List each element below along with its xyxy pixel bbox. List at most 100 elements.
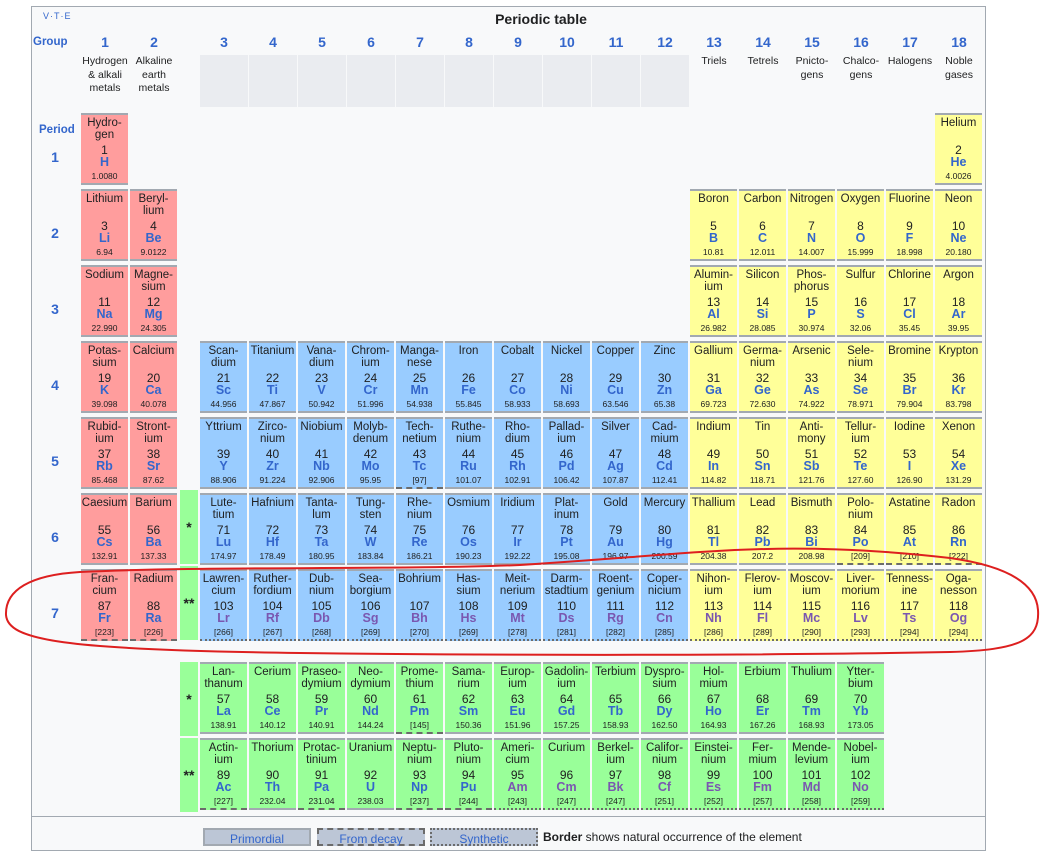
group-name[interactable] bbox=[200, 55, 248, 107]
element-symbol[interactable]: Rn bbox=[950, 535, 967, 549]
element-symbol[interactable]: Li bbox=[98, 231, 111, 245]
element-symbol[interactable]: Te bbox=[853, 459, 868, 473]
element-cell[interactable]: Astatine 85 At [210] bbox=[886, 493, 933, 565]
group-name[interactable]: Triels bbox=[701, 55, 727, 67]
element-cell[interactable]: Chrom- ium 24 Cr 51.996 bbox=[347, 341, 394, 413]
element-symbol[interactable]: Cs bbox=[96, 535, 113, 549]
element-symbol[interactable]: Au bbox=[607, 535, 624, 549]
period-number[interactable]: 6 bbox=[51, 529, 59, 545]
element-symbol[interactable]: W bbox=[364, 535, 377, 549]
element-symbol[interactable]: Bh bbox=[411, 611, 428, 625]
group-number[interactable]: 1 bbox=[101, 34, 109, 50]
element-cell[interactable]: Tin 50 Sn 118.71 bbox=[739, 417, 786, 489]
group-number[interactable]: 4 bbox=[269, 34, 277, 50]
element-symbol[interactable]: S bbox=[856, 307, 865, 321]
element-cell[interactable]: Zinc 30 Zn 65.38 bbox=[641, 341, 688, 413]
element-cell[interactable]: Neptu- nium 93 Np [237] bbox=[396, 738, 443, 810]
element-symbol[interactable]: Db bbox=[313, 611, 330, 625]
element-cell[interactable]: Fran- cium 87 Fr [223] bbox=[81, 569, 128, 641]
element-symbol[interactable]: H bbox=[99, 155, 110, 169]
element-cell[interactable]: Uranium 92 U 238.03 bbox=[347, 738, 394, 810]
element-cell[interactable]: Thallium 81 Tl 204.38 bbox=[690, 493, 737, 565]
element-cell[interactable]: Einstei- nium 99 Es [252] bbox=[690, 738, 737, 810]
element-cell[interactable]: Califor- nium 98 Cf [251] bbox=[641, 738, 688, 810]
group-number[interactable]: 7 bbox=[416, 34, 424, 50]
group-name[interactable] bbox=[494, 55, 542, 107]
element-cell[interactable]: Sulfur 16 S 32.06 bbox=[837, 265, 884, 337]
element-symbol[interactable]: No bbox=[852, 780, 869, 794]
element-cell[interactable]: Nitrogen 7 N 14.007 bbox=[788, 189, 835, 261]
element-cell[interactable]: Actin- ium 89 Ac [227] bbox=[200, 738, 247, 810]
element-cell[interactable]: Indium 49 In 114.82 bbox=[690, 417, 737, 489]
element-cell[interactable]: Ameri- cium 95 Am [243] bbox=[494, 738, 541, 810]
element-symbol[interactable]: Hs bbox=[460, 611, 477, 625]
element-symbol[interactable]: Ga bbox=[705, 383, 722, 397]
element-cell[interactable]: Nihon- ium 113 Nh [286] bbox=[690, 569, 737, 641]
element-cell[interactable]: Bismuth 83 Bi 208.98 bbox=[788, 493, 835, 565]
element-symbol[interactable]: Si bbox=[756, 307, 769, 321]
element-symbol[interactable]: Fm bbox=[753, 780, 772, 794]
group-name[interactable]: Noble gases bbox=[944, 55, 974, 81]
element-symbol[interactable]: As bbox=[803, 383, 820, 397]
group-name[interactable] bbox=[396, 55, 444, 107]
element-cell[interactable]: Mercury 80 Hg 200.59 bbox=[641, 493, 688, 565]
element-cell[interactable]: Krypton 36 Kr 83.798 bbox=[935, 341, 982, 413]
element-cell[interactable]: Sea- borgium 106 Sg [269] bbox=[347, 569, 394, 641]
element-symbol[interactable]: Zr bbox=[266, 459, 279, 473]
element-cell[interactable]: Caesium 55 Cs 132.91 bbox=[81, 493, 128, 565]
element-cell[interactable]: Coper- nicium 112 Cn [285] bbox=[641, 569, 688, 641]
element-symbol[interactable]: P bbox=[807, 307, 816, 321]
element-symbol[interactable]: N bbox=[806, 231, 817, 245]
element-symbol[interactable]: Mc bbox=[802, 611, 821, 625]
period-number[interactable]: 4 bbox=[51, 377, 59, 393]
element-symbol[interactable]: Cu bbox=[607, 383, 624, 397]
group-name[interactable] bbox=[445, 55, 493, 107]
element-symbol[interactable]: Pm bbox=[409, 704, 430, 718]
element-cell[interactable]: Osmium 76 Os 190.23 bbox=[445, 493, 492, 565]
element-cell[interactable]: Carbon 6 C 12.011 bbox=[739, 189, 786, 261]
element-symbol[interactable]: Cl bbox=[903, 307, 916, 321]
element-cell[interactable]: Fer- mium 100 Fm [257] bbox=[739, 738, 786, 810]
element-cell[interactable]: Hafnium 72 Hf 178.49 bbox=[249, 493, 296, 565]
element-symbol[interactable]: Ne bbox=[950, 231, 967, 245]
element-cell[interactable]: Hol- mium 67 Ho 164.93 bbox=[690, 662, 737, 734]
element-symbol[interactable]: Fr bbox=[98, 611, 111, 625]
element-cell[interactable]: Sodium 11 Na 22.990 bbox=[81, 265, 128, 337]
element-symbol[interactable]: Cm bbox=[556, 780, 577, 794]
element-symbol[interactable]: Sc bbox=[215, 383, 232, 397]
element-cell[interactable]: Oga- nesson 118 Og [294] bbox=[935, 569, 982, 641]
element-symbol[interactable]: Th bbox=[264, 780, 281, 794]
element-cell[interactable]: Yttrium 39 Y 88.906 bbox=[200, 417, 247, 489]
element-symbol[interactable]: Bi bbox=[805, 535, 818, 549]
group-name[interactable]: Chalco- gens bbox=[842, 55, 880, 81]
element-cell[interactable]: Neo- dymium 60 Nd 144.24 bbox=[347, 662, 394, 734]
element-symbol[interactable]: Ir bbox=[513, 535, 522, 549]
element-symbol[interactable]: Mn bbox=[410, 383, 429, 397]
element-cell[interactable]: Pluto- nium 94 Pu [244] bbox=[445, 738, 492, 810]
element-symbol[interactable]: Pt bbox=[560, 535, 573, 549]
legend-synthetic[interactable]: Synthetic bbox=[430, 828, 538, 846]
element-symbol[interactable]: Ca bbox=[145, 383, 162, 397]
element-symbol[interactable]: Al bbox=[707, 307, 720, 321]
element-cell[interactable]: Silicon 14 Si 28.085 bbox=[739, 265, 786, 337]
element-cell[interactable]: Scan- dium 21 Sc 44.956 bbox=[200, 341, 247, 413]
element-cell[interactable]: Europ- ium 63 Eu 151.96 bbox=[494, 662, 541, 734]
group-number[interactable]: 6 bbox=[367, 34, 375, 50]
element-cell[interactable]: Sama- rium 62 Sm 150.36 bbox=[445, 662, 492, 734]
element-symbol[interactable]: Tc bbox=[412, 459, 427, 473]
element-symbol[interactable]: Se bbox=[852, 383, 869, 397]
element-symbol[interactable]: B bbox=[708, 231, 719, 245]
element-cell[interactable]: Silver 47 Ag 107.87 bbox=[592, 417, 639, 489]
period-number[interactable]: 1 bbox=[51, 149, 59, 165]
element-cell[interactable]: Cerium 58 Ce 140.12 bbox=[249, 662, 296, 734]
element-symbol[interactable]: Ar bbox=[951, 307, 966, 321]
group-number[interactable]: 13 bbox=[706, 34, 722, 50]
element-cell[interactable]: Bromine 35 Br 79.904 bbox=[886, 341, 933, 413]
element-cell[interactable]: Lithium 3 Li 6.94 bbox=[81, 189, 128, 261]
talk-link[interactable]: T bbox=[54, 11, 61, 21]
element-cell[interactable]: Nickel 28 Ni 58.693 bbox=[543, 341, 590, 413]
element-cell[interactable]: Radium 88 Ra [226] bbox=[130, 569, 177, 641]
element-symbol[interactable]: V bbox=[317, 383, 326, 397]
element-symbol[interactable]: Ds bbox=[558, 611, 575, 625]
element-symbol[interactable]: Ho bbox=[705, 704, 722, 718]
